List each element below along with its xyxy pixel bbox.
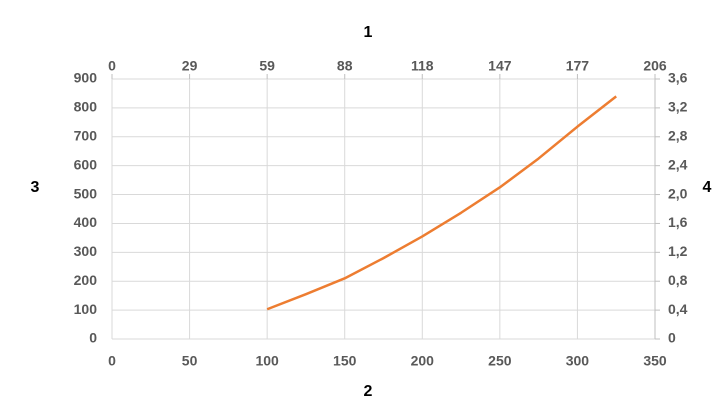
y-tick-label: 300 — [74, 243, 98, 259]
x2-tick-label: 147 — [488, 58, 512, 74]
y-tick-label: 0 — [89, 330, 97, 346]
x2-tick-label: 177 — [566, 58, 590, 74]
x-tick-label: 250 — [488, 353, 512, 369]
x-tick-label: 350 — [643, 353, 667, 369]
x-tick-label: 0 — [108, 353, 116, 369]
y2-tick-label: 1,6 — [668, 214, 688, 230]
y2-tick-label: 2,8 — [668, 127, 688, 143]
y2-tick-label: 1,2 — [668, 243, 688, 259]
y-tick-label: 600 — [74, 156, 98, 172]
y-tick-label: 200 — [74, 272, 98, 288]
y-axis-title: 3 — [31, 179, 40, 196]
y-tick-label: 800 — [74, 99, 98, 115]
y2-tick-label: 2,0 — [668, 185, 688, 201]
x2-tick-label: 88 — [337, 58, 353, 74]
data-line — [266, 95, 617, 311]
y-tick-label: 400 — [74, 214, 98, 230]
y2-tick-label: 3,6 — [668, 70, 688, 86]
x-axis-title: 2 — [364, 383, 373, 400]
x2-tick-label: 59 — [259, 58, 275, 74]
y-tick-label: 900 — [74, 70, 98, 86]
x2-tick-label: 118 — [411, 58, 434, 74]
y-tick-label: 100 — [74, 301, 98, 317]
y-tick-label: 500 — [74, 185, 98, 201]
x2-tick-label: 0 — [108, 58, 116, 74]
y2-tick-label: 2,4 — [668, 156, 688, 172]
top-axis-title: 1 — [364, 24, 373, 41]
x-tick-label: 150 — [333, 353, 357, 369]
x-tick-label: 200 — [411, 353, 435, 369]
x2-tick-label: 206 — [643, 58, 667, 74]
y-tick-label: 700 — [74, 127, 98, 143]
y2-tick-label: 0,4 — [668, 301, 688, 317]
y2-tick-label: 3,2 — [668, 99, 688, 115]
x-tick-label: 100 — [255, 353, 279, 369]
y2-axis-title: 4 — [703, 179, 712, 196]
x-tick-label: 300 — [566, 353, 590, 369]
y2-tick-label: 0,8 — [668, 272, 688, 288]
x2-tick-label: 29 — [182, 58, 198, 74]
y2-tick-label: 0 — [668, 330, 676, 346]
x-tick-label: 50 — [182, 353, 198, 369]
